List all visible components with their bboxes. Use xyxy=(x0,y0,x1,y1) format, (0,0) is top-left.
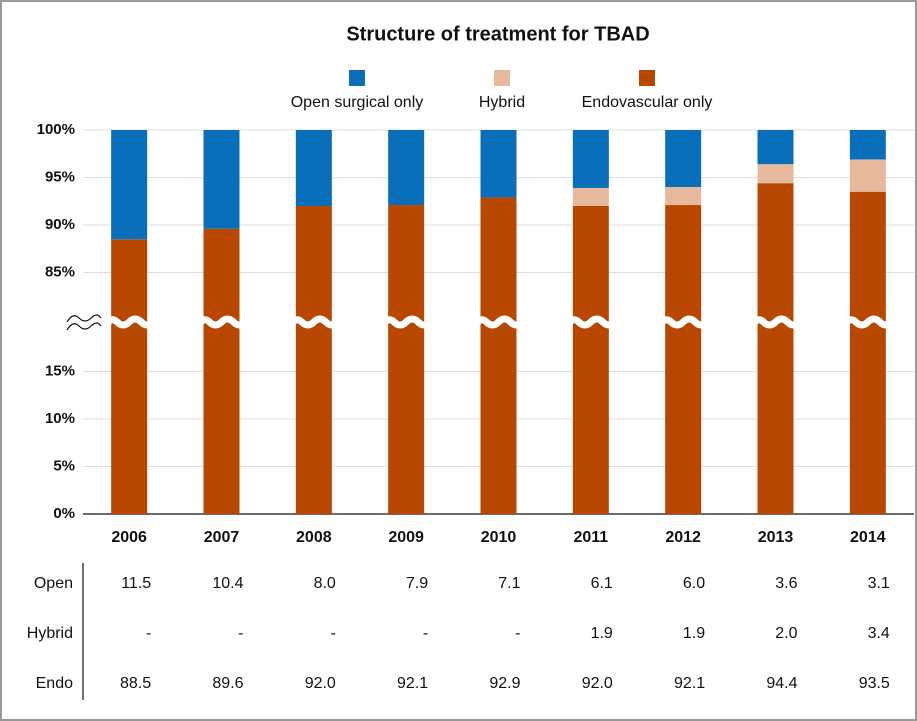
chart-title: Structure of treatment for TBAD xyxy=(346,23,649,45)
axis-break-cut xyxy=(840,315,895,329)
bar-segment xyxy=(572,206,609,514)
y-tick-label: 10% xyxy=(45,410,75,427)
table-cell: 3.4 xyxy=(868,625,890,642)
table-cell: 92.1 xyxy=(674,675,705,692)
table-cell: 92.1 xyxy=(397,675,428,692)
axis-break-cut xyxy=(194,315,248,329)
bar-segment xyxy=(203,228,240,515)
axis-break-cut xyxy=(748,315,802,329)
bar-segment xyxy=(480,130,517,198)
bar-segment xyxy=(849,159,886,192)
bar-segment xyxy=(849,191,886,514)
table-cell: - xyxy=(238,625,243,642)
bar-segment xyxy=(665,205,702,515)
table-cell: 11.5 xyxy=(121,575,151,592)
table-cell: 88.5 xyxy=(120,675,151,692)
table-cell: 92.0 xyxy=(582,675,613,692)
axis-break-cut xyxy=(471,315,525,329)
bar-segment xyxy=(388,205,425,515)
table-cell: 93.5 xyxy=(859,675,890,692)
bar-segment xyxy=(665,130,702,187)
x-tick-label: 2008 xyxy=(296,529,332,546)
x-tick-label: 2010 xyxy=(481,529,517,546)
table-cell: 3.6 xyxy=(775,575,797,592)
table-cell: 7.9 xyxy=(406,575,428,592)
bar-segment xyxy=(111,130,148,240)
axis-break-mark xyxy=(66,314,102,323)
y-tick-label: 85% xyxy=(45,263,75,280)
table-cell: - xyxy=(146,625,151,642)
y-tick-label: 0% xyxy=(53,505,75,522)
bar-segment xyxy=(572,187,609,206)
bar-segment xyxy=(849,130,886,160)
bar-segment xyxy=(757,164,794,184)
axis-break-mark xyxy=(66,322,102,331)
x-tick-label: 2012 xyxy=(665,529,701,546)
x-tick-label: 2006 xyxy=(111,529,147,546)
bar-segment xyxy=(757,183,794,514)
y-tick-label: 90% xyxy=(45,216,75,233)
legend-swatch xyxy=(349,70,365,86)
table-cell: 1.9 xyxy=(683,625,705,642)
y-tick-label: 15% xyxy=(45,362,75,379)
table-cell: 92.0 xyxy=(305,675,336,692)
legend-label: Endovascular only xyxy=(582,94,713,111)
x-tick-label: 2014 xyxy=(850,529,886,546)
bar-segment xyxy=(388,130,425,206)
bar-segment xyxy=(757,130,794,165)
table-row-label: Open xyxy=(34,575,73,592)
table-cell: 94.4 xyxy=(766,675,797,692)
table-cell: - xyxy=(331,625,336,642)
y-tick-label: 5% xyxy=(53,457,75,474)
table-cell: 89.6 xyxy=(212,675,243,692)
table-cell: 92.9 xyxy=(489,675,520,692)
legend-label: Open surgical only xyxy=(291,94,424,111)
y-tick-label: 95% xyxy=(45,168,75,185)
table-cell: 2.0 xyxy=(775,625,797,642)
bar-segment xyxy=(203,130,240,229)
table-cell: 6.0 xyxy=(683,575,705,592)
x-tick-label: 2013 xyxy=(758,529,794,546)
x-tick-label: 2011 xyxy=(573,529,608,546)
axis-break-cut xyxy=(656,315,710,329)
legend-swatch xyxy=(639,70,655,86)
bar-segment xyxy=(295,206,332,514)
table-cell: 6.1 xyxy=(591,575,613,592)
bar-segment xyxy=(480,197,517,514)
legend-label: Hybrid xyxy=(479,94,525,111)
table-cell: - xyxy=(423,625,428,642)
table-cell: 3.1 xyxy=(868,575,890,592)
bar-segment xyxy=(572,130,609,188)
x-tick-label: 2007 xyxy=(204,529,240,546)
table-cell: 7.1 xyxy=(498,575,520,592)
legend-swatch xyxy=(494,70,510,86)
table-cell: 1.9 xyxy=(591,625,613,642)
bar-segment xyxy=(111,239,148,514)
table-cell: 10.4 xyxy=(212,575,243,592)
axis-break-cut xyxy=(563,315,618,329)
axis-break-cut xyxy=(379,315,433,329)
y-tick-label: 100% xyxy=(37,121,75,138)
table-cell: - xyxy=(515,625,520,642)
table-row-label: Hybrid xyxy=(27,625,73,642)
bar-segment xyxy=(665,187,702,206)
axis-break-cut xyxy=(102,315,156,329)
bar-segment xyxy=(295,130,332,206)
axis-break-cut xyxy=(286,315,341,329)
x-tick-label: 2009 xyxy=(388,529,424,546)
table-row-label: Endo xyxy=(36,675,73,692)
table-cell: 8.0 xyxy=(314,575,336,592)
